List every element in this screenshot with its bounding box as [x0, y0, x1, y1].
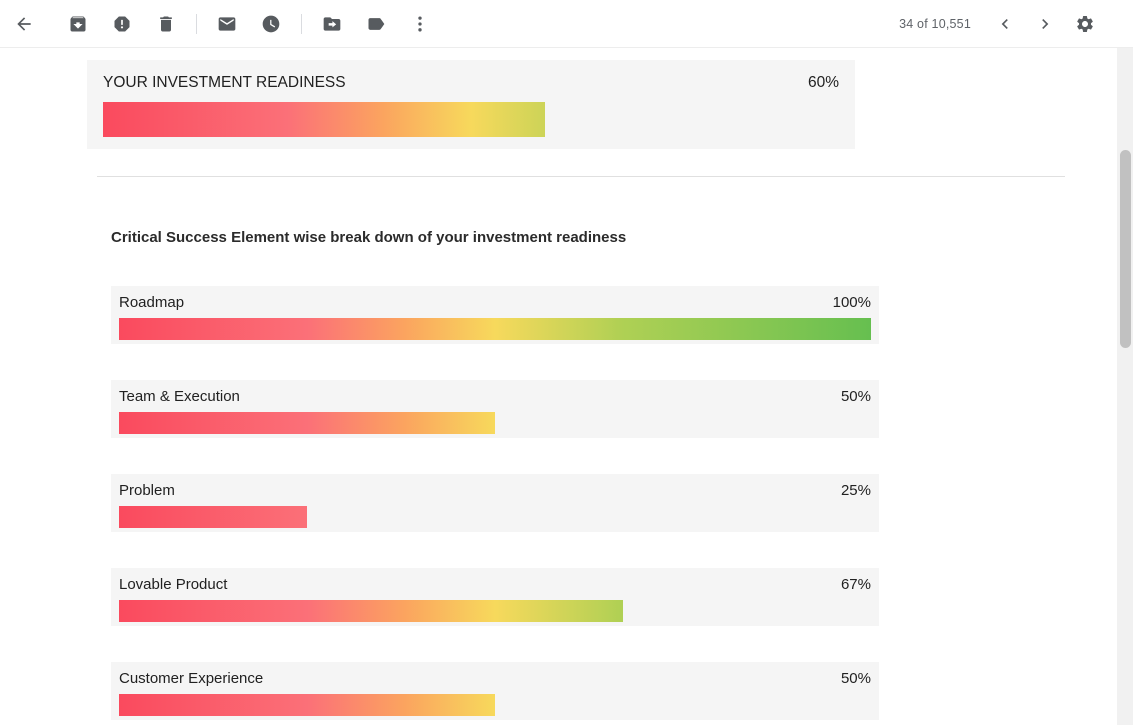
gear-icon: [1075, 14, 1095, 34]
toolbar-separator: [196, 13, 197, 34]
pagination-count: 34 of 10,551: [899, 16, 971, 31]
toolbar-right-group: 34 of 10,551: [899, 4, 1105, 44]
element-progress-bar: [119, 506, 307, 528]
element-progress-bar: [119, 600, 623, 622]
element-progress-track: [119, 412, 871, 434]
element-percent: 50%: [840, 388, 871, 405]
chevron-left-icon: [995, 14, 1015, 34]
report-spam-icon: [112, 14, 132, 34]
toolbar-separator: [301, 13, 302, 34]
element-progress-track: [119, 506, 871, 528]
element-row-customer-experience: Customer Experience 50%: [111, 662, 879, 720]
envelope-icon: [217, 14, 237, 34]
element-row-lovable-product: Lovable Product 67%: [111, 568, 879, 626]
clock-icon: [261, 14, 281, 34]
element-percent: 25%: [840, 482, 871, 499]
folder-move-icon: [322, 14, 342, 34]
archive-button[interactable]: [56, 2, 100, 46]
email-content-area: YOUR INVESTMENT READINESS 60% Critical S…: [0, 48, 1133, 725]
email-body: YOUR INVESTMENT READINESS 60% Critical S…: [0, 48, 1133, 720]
report-spam-button[interactable]: [100, 2, 144, 46]
element-progress-bar: [119, 694, 495, 716]
mark-unread-button[interactable]: [205, 2, 249, 46]
vertical-scrollbar[interactable]: [1117, 48, 1133, 725]
summary-progress-track: [103, 102, 839, 137]
trash-icon: [156, 14, 176, 34]
element-list: Roadmap 100% Team & Execution 50% Pr: [87, 286, 1133, 720]
older-email-button[interactable]: [1025, 4, 1065, 44]
section-divider: [97, 176, 1065, 177]
archive-icon: [68, 14, 88, 34]
element-row-problem: Problem 25%: [111, 474, 879, 532]
section-heading: Critical Success Element wise break down…: [111, 229, 627, 246]
more-options-button[interactable]: [398, 2, 442, 46]
newer-email-button[interactable]: [985, 4, 1025, 44]
back-button[interactable]: [2, 2, 46, 46]
scrollbar-thumb[interactable]: [1119, 150, 1131, 348]
summary-percent: 60%: [807, 74, 839, 91]
label-icon: [366, 14, 386, 34]
summary-progress-bar: [103, 102, 545, 137]
chevron-right-icon: [1035, 14, 1055, 34]
element-percent: 50%: [840, 670, 871, 687]
settings-button[interactable]: [1065, 4, 1105, 44]
element-percent: 100%: [832, 294, 871, 311]
summary-label: YOUR INVESTMENT READINESS: [103, 74, 346, 91]
delete-button[interactable]: [144, 2, 188, 46]
element-label: Roadmap: [119, 294, 185, 311]
element-progress-track: [119, 318, 871, 340]
element-label: Customer Experience: [119, 670, 264, 687]
labels-button[interactable]: [354, 2, 398, 46]
element-progress-bar: [119, 412, 495, 434]
element-progress-bar: [119, 318, 871, 340]
element-label: Team & Execution: [119, 388, 240, 405]
element-progress-track: [119, 600, 871, 622]
move-to-button[interactable]: [310, 2, 354, 46]
back-arrow-icon: [14, 14, 34, 34]
email-toolbar: 34 of 10,551: [0, 0, 1133, 48]
element-row-team-execution: Team & Execution 50%: [111, 380, 879, 438]
investment-readiness-summary: YOUR INVESTMENT READINESS 60%: [87, 60, 855, 149]
element-progress-track: [119, 694, 871, 716]
element-label: Problem: [119, 482, 175, 499]
element-label: Lovable Product: [119, 576, 228, 593]
more-vert-icon: [410, 14, 430, 34]
element-row-roadmap: Roadmap 100%: [111, 286, 879, 344]
element-percent: 67%: [840, 576, 871, 593]
snooze-button[interactable]: [249, 2, 293, 46]
